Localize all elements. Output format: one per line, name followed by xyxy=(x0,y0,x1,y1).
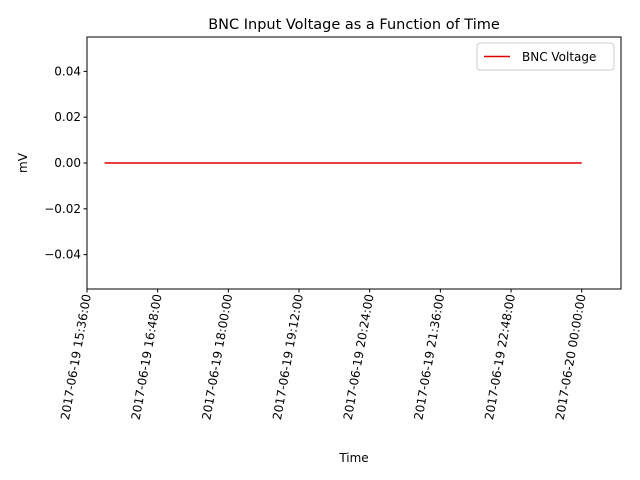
y-tick-label: 0.04 xyxy=(54,64,81,78)
x-tick-label: 2017-06-19 18:00:00 xyxy=(199,293,235,421)
y-axis-label: mV xyxy=(16,152,30,173)
x-axis-label: Time xyxy=(338,451,368,465)
x-tick-label: 2017-06-19 16:48:00 xyxy=(129,293,165,421)
y-tick-label: −0.04 xyxy=(44,248,81,262)
plot-frame xyxy=(86,36,622,290)
legend-box xyxy=(476,42,615,71)
ticks-layer: 0.04 0.02 0.00 −0.02 −0.04 2017-06-19 15:36:0… xyxy=(44,64,588,421)
y-tick-label: −0.02 xyxy=(44,202,81,216)
x-tick-label: 2017-06-19 22:48:00 xyxy=(482,293,518,421)
y-tick-label: 0.02 xyxy=(54,110,81,124)
legend: BNC Voltage xyxy=(476,42,615,71)
legend-label: BNC Voltage xyxy=(522,50,596,64)
chart-title: BNC Input Voltage as a Function of Time xyxy=(208,17,500,33)
y-tick-label: 0.00 xyxy=(54,156,81,170)
x-tick-label: 2017-06-19 21:36:00 xyxy=(411,293,447,421)
x-tick-label: 2017-06-19 19:12:00 xyxy=(270,293,306,421)
x-tick-label: 2017-06-20 00:00:00 xyxy=(553,293,589,421)
x-tick-label: 2017-06-19 20:24:00 xyxy=(341,293,377,421)
x-tick-label: 2017-06-19 15:36:00 xyxy=(58,293,94,421)
